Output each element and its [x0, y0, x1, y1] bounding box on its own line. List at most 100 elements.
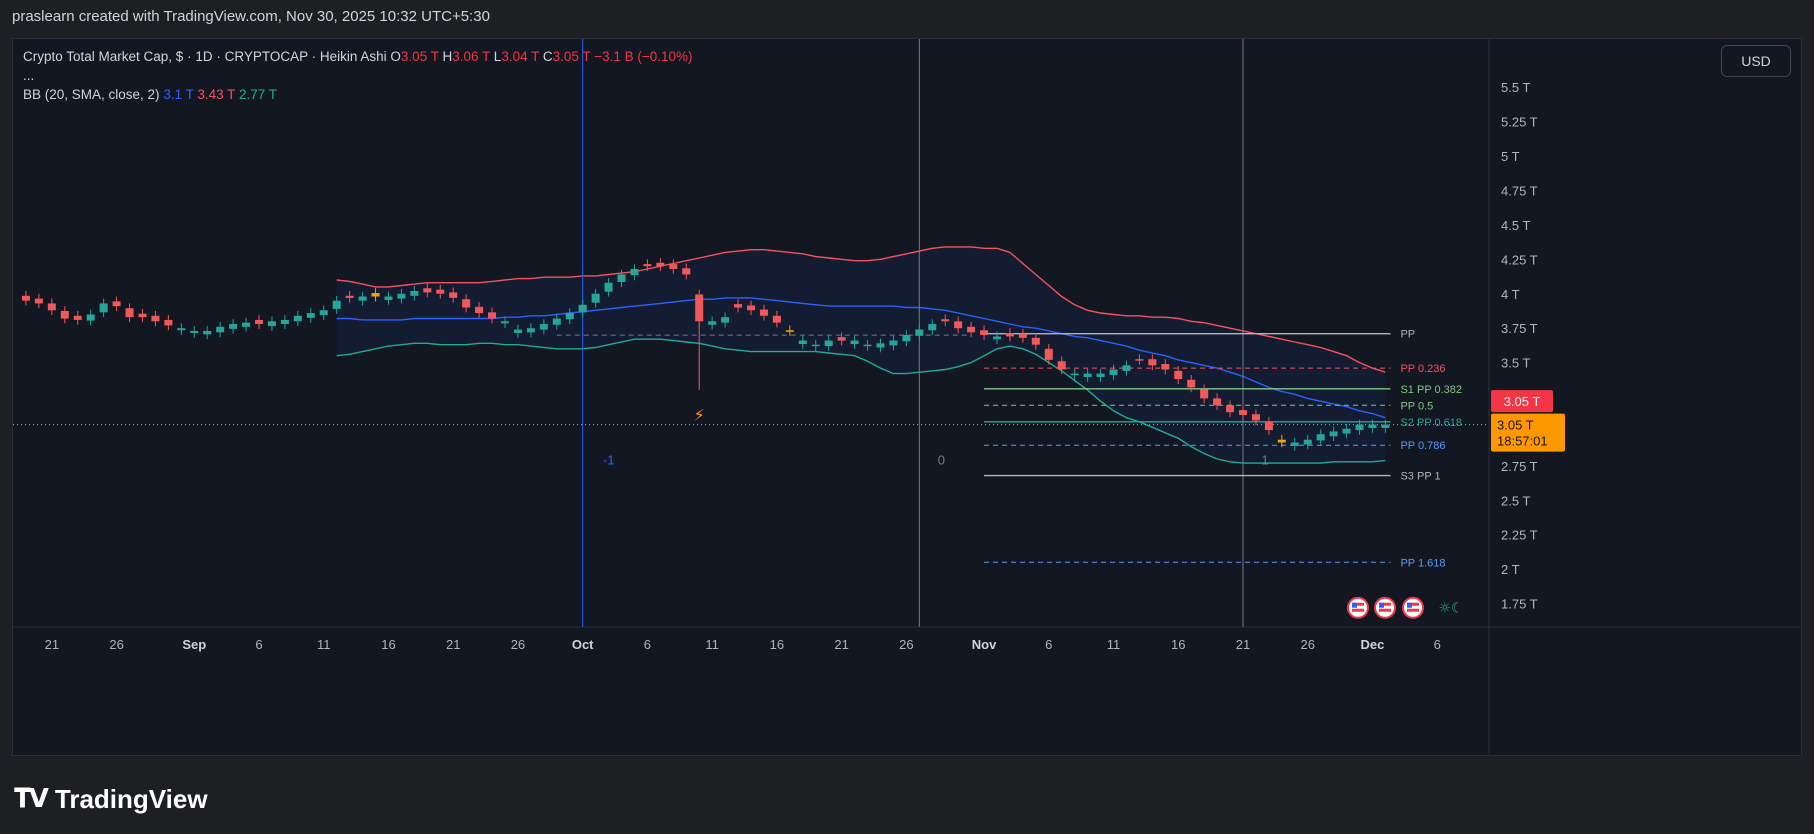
candle-body: [242, 322, 251, 327]
us-flag-stripe: [1352, 608, 1364, 612]
y-tick-label: 5.5 T: [1501, 80, 1530, 95]
x-tick-label: 16: [1171, 637, 1185, 652]
chart-panel[interactable]: -1 0 1 PP PP 0.236 S1 PP 0.382 PP 0.5 S2 PP 0.6…: [12, 38, 1802, 756]
candle-body: [60, 310, 69, 319]
countdown-text: 18:57:01: [1497, 434, 1548, 449]
candle-body: [1122, 365, 1131, 371]
price-chart[interactable]: -1 0 1 PP PP 0.236 S1 PP 0.382 PP 0.5 S2 PP 0.6…: [13, 39, 1802, 756]
candle-body: [708, 321, 717, 325]
symbol-name[interactable]: Crypto Total Market Cap, $ · 1D · CRYPTO…: [23, 49, 387, 64]
x-tick-label: Nov: [972, 637, 997, 652]
y-tick-label: 1.75 T: [1501, 597, 1538, 612]
candle-body: [811, 344, 820, 347]
candle-body: [1018, 333, 1027, 338]
us-flag-event-icon: [1374, 596, 1396, 619]
candle-body: [1277, 439, 1286, 443]
pivot-level-label: PP: [1400, 329, 1415, 341]
y-tick-label: 2.75 T: [1501, 459, 1538, 474]
candle-body: [371, 293, 380, 297]
candle-body: [591, 293, 600, 303]
candle-body: [954, 321, 963, 329]
us-flag-stripe: [1407, 608, 1419, 612]
x-tick-label: 16: [770, 637, 784, 652]
candle-body: [617, 274, 626, 283]
candle-body: [837, 337, 846, 341]
x-tick-label: Oct: [572, 637, 594, 652]
y-tick-label: 3.75 T: [1501, 321, 1538, 336]
candle-body: [410, 291, 419, 296]
candle-body: [1316, 434, 1325, 441]
y-tick-label: 4.5 T: [1501, 218, 1530, 233]
legend-more[interactable]: ...: [23, 68, 35, 83]
x-tick-label: 26: [109, 637, 123, 652]
bb-basis-value: 3.1 T: [163, 87, 194, 102]
candle-body: [229, 324, 238, 329]
x-tick-label: 21: [446, 637, 460, 652]
x-tick-label: 6: [1045, 637, 1052, 652]
x-tick-label: 21: [1236, 637, 1250, 652]
candle-body: [125, 308, 134, 318]
y-tick-label: 2.25 T: [1501, 528, 1538, 543]
y-tick-label: 5 T: [1501, 149, 1520, 164]
candle-body: [1251, 414, 1260, 421]
candle-body: [1187, 379, 1196, 388]
ohlc-low-label: L: [493, 49, 502, 64]
x-tick-label: 21: [45, 637, 59, 652]
candle-body: [475, 306, 484, 314]
candle-body: [164, 319, 173, 326]
candle-body: [980, 330, 989, 336]
x-tick-label: Sep: [182, 637, 206, 652]
candle-body: [190, 330, 199, 333]
candle-body: [21, 295, 30, 301]
publisher-header: praslearn created with TradingView.com, …: [12, 8, 490, 25]
candle-body: [423, 288, 432, 293]
us-flag-stripe: [1407, 602, 1419, 606]
x-tick-label: 21: [834, 637, 848, 652]
lightning-icon: ⚡: [694, 405, 705, 424]
x-tick-label: 11: [705, 637, 719, 652]
candle-body: [669, 264, 678, 269]
bb-legend-line: BB (20, SMA, close, 2) 3.1 T 3.43 T 2.77…: [23, 85, 693, 104]
pivot-level-label: PP 1.618: [1400, 557, 1445, 569]
pivot-level-label: S2 PP 0.618: [1400, 417, 1462, 429]
currency-button[interactable]: USD: [1721, 45, 1791, 77]
x-tick-label: 26: [511, 637, 525, 652]
candle-body: [1057, 361, 1066, 370]
x-tick-label: 6: [1434, 637, 1441, 652]
bb-upper-value: 3.43 T: [197, 87, 236, 102]
candle-body: [306, 313, 315, 318]
pivot-level-label: PP 0.5: [1400, 400, 1433, 412]
candle-body: [1005, 333, 1014, 337]
candle-body: [863, 344, 872, 347]
symbol-line: Crypto Total Market Cap, $ · 1D · CRYPTO…: [23, 47, 693, 66]
candle-body: [746, 305, 756, 311]
candle-body: [682, 268, 691, 275]
candle-body: [1226, 405, 1235, 413]
candle-body: [280, 319, 289, 325]
tradingview-logo: 𝐓V TradingView: [14, 784, 208, 815]
x-tick-label: 16: [381, 637, 395, 652]
bb-label[interactable]: BB (20, SMA, close, 2): [23, 87, 160, 102]
ohlc-close: 3.05 T: [552, 49, 591, 64]
x-tick-label: Dec: [1361, 637, 1385, 652]
candle-body: [824, 340, 833, 347]
x-tick-label: 6: [255, 637, 262, 652]
candle-body: [902, 335, 911, 342]
candle-body: [1342, 428, 1351, 434]
candle-body: [915, 329, 924, 336]
y-tick-label: 4 T: [1501, 287, 1520, 302]
candle-body: [992, 336, 1002, 340]
candle-body: [462, 299, 471, 308]
x-tick-label: 11: [1107, 637, 1121, 652]
candle-body: [384, 296, 393, 300]
candle-body: [99, 303, 108, 313]
tv-brand-name: TradingView: [54, 784, 208, 814]
bb-price-badge: [1491, 390, 1553, 413]
candle-body: [850, 340, 859, 345]
candle-body: [86, 314, 95, 321]
candle-body: [1238, 410, 1248, 415]
us-flag-canton: [1352, 602, 1357, 608]
candle-body: [578, 304, 587, 313]
candle-body: [332, 300, 341, 309]
candle-body: [798, 340, 807, 345]
